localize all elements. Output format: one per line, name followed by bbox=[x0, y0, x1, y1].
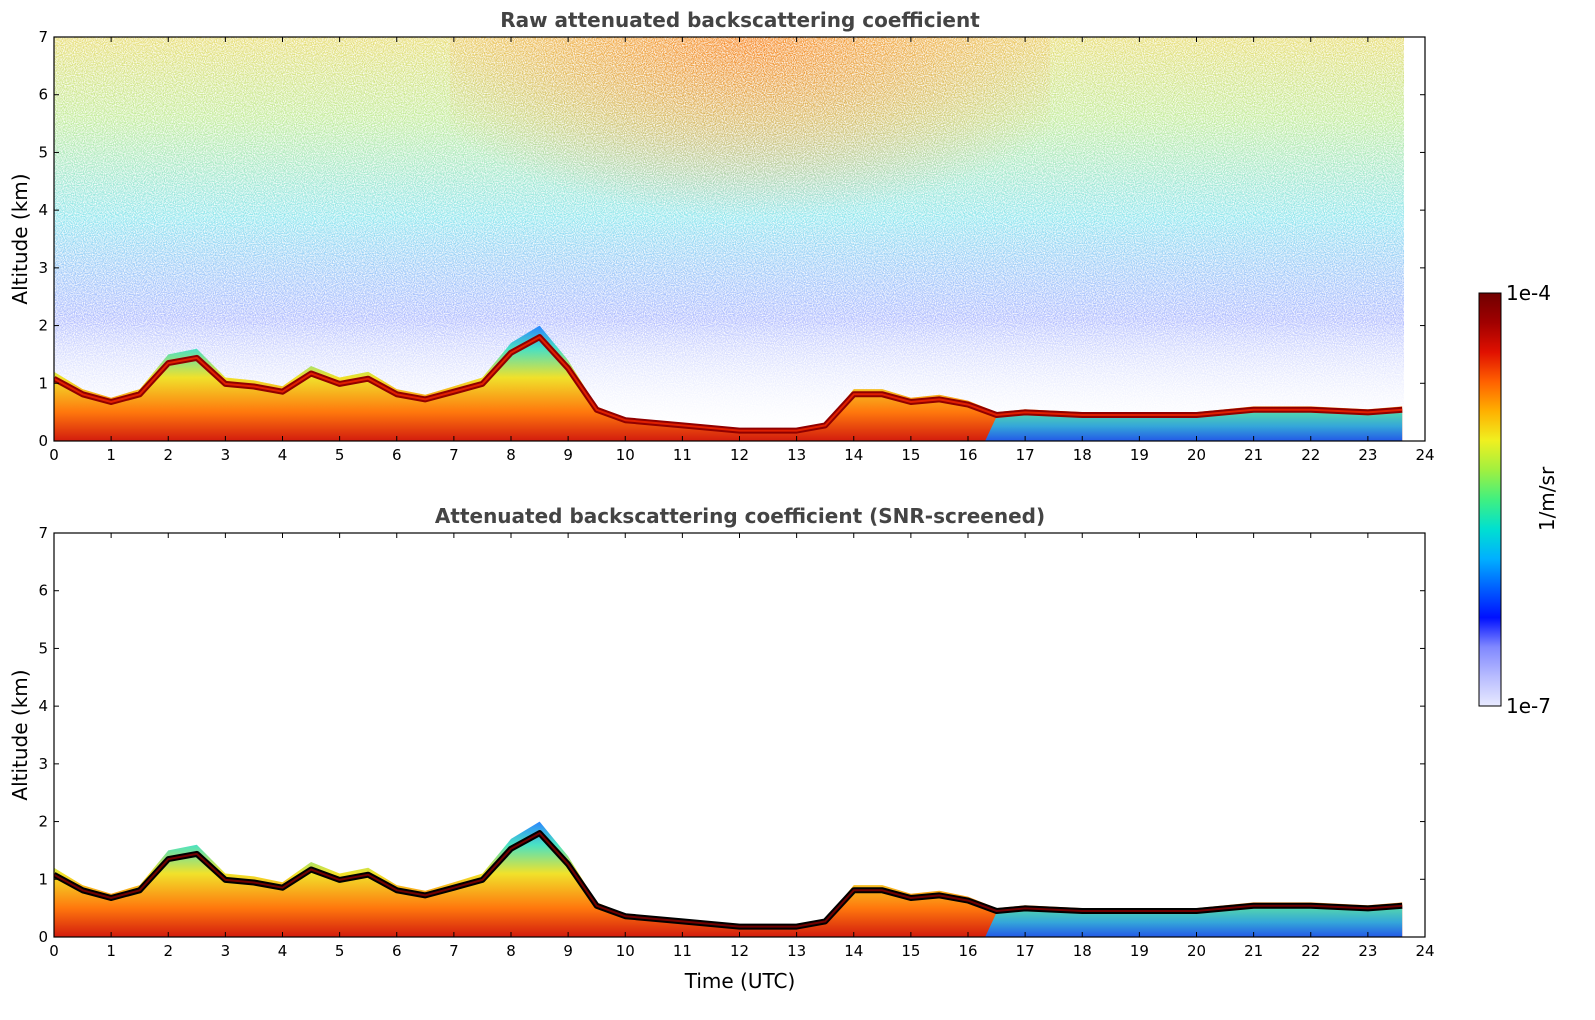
x-tick-label: 12 bbox=[730, 942, 749, 960]
y-tick-label: 0 bbox=[38, 432, 48, 450]
x-tick-label: 23 bbox=[1358, 446, 1377, 464]
y-tick-label: 7 bbox=[38, 28, 48, 46]
x-tick-label: 2 bbox=[163, 942, 173, 960]
x-tick-label: 19 bbox=[1130, 942, 1149, 960]
colorbar-gradient bbox=[1478, 292, 1502, 707]
x-tick-label: 13 bbox=[787, 942, 806, 960]
x-tick-label: 2 bbox=[163, 446, 173, 464]
x-tick-label: 6 bbox=[392, 942, 402, 960]
x-tick-label: 8 bbox=[506, 446, 516, 464]
raw-panel-title: Raw attenuated backscattering coefficien… bbox=[500, 8, 980, 32]
y-tick-label: 3 bbox=[38, 755, 48, 773]
xlabel: Time (UTC) bbox=[684, 969, 796, 993]
x-tick-label: 3 bbox=[221, 942, 231, 960]
y-tick-label: 3 bbox=[38, 259, 48, 277]
x-tick-label: 20 bbox=[1187, 446, 1206, 464]
x-tick-label: 1 bbox=[106, 446, 116, 464]
x-tick-label: 4 bbox=[278, 942, 288, 960]
x-tick-label: 18 bbox=[1073, 942, 1092, 960]
y-tick-label: 1 bbox=[38, 870, 48, 888]
raw-noise-texture bbox=[54, 37, 1404, 441]
x-tick-label: 18 bbox=[1073, 446, 1092, 464]
cloud-layer-core bbox=[54, 832, 1403, 928]
y-tick-label: 7 bbox=[38, 524, 48, 542]
screened-axes-frame bbox=[53, 532, 1426, 938]
x-tick-label: 13 bbox=[787, 446, 806, 464]
y-tick-label: 2 bbox=[38, 813, 48, 831]
x-tick-label: 16 bbox=[958, 942, 977, 960]
x-tick-label: 5 bbox=[335, 942, 345, 960]
x-tick-label: 16 bbox=[958, 446, 977, 464]
y-tick-label: 5 bbox=[38, 639, 48, 657]
x-tick-label: 0 bbox=[49, 942, 59, 960]
x-tick-label: 24 bbox=[1415, 942, 1434, 960]
x-tick-label: 17 bbox=[1016, 942, 1035, 960]
x-tick-label: 15 bbox=[901, 446, 920, 464]
x-tick-label: 11 bbox=[673, 942, 692, 960]
y-tick-label: 1 bbox=[38, 374, 48, 392]
x-tick-label: 9 bbox=[563, 942, 573, 960]
raw-ylabel: Altitude (km) bbox=[8, 173, 32, 304]
x-tick-label: 8 bbox=[506, 942, 516, 960]
x-tick-label: 1 bbox=[106, 942, 116, 960]
x-tick-label: 24 bbox=[1415, 446, 1434, 464]
x-tick-label: 22 bbox=[1301, 446, 1320, 464]
x-tick-label: 17 bbox=[1016, 446, 1035, 464]
x-tick-label: 10 bbox=[616, 942, 635, 960]
x-tick-label: 0 bbox=[49, 446, 59, 464]
low-aerosol-area bbox=[985, 907, 1403, 937]
low-aerosol-area bbox=[985, 411, 1403, 441]
x-tick-label: 23 bbox=[1358, 942, 1377, 960]
colorbar-unit-label: 1/m/sr bbox=[1535, 466, 1559, 531]
y-tick-label: 2 bbox=[38, 317, 48, 335]
y-tick-label: 5 bbox=[38, 143, 48, 161]
x-tick-label: 21 bbox=[1244, 446, 1263, 464]
x-tick-label: 11 bbox=[673, 446, 692, 464]
y-tick-label: 6 bbox=[38, 86, 48, 104]
y-tick-label: 4 bbox=[38, 697, 48, 715]
x-tick-label: 14 bbox=[844, 942, 863, 960]
colorbar-max-label: 1e-4 bbox=[1506, 281, 1551, 305]
raw-backscatter-panel: Raw attenuated backscattering coefficien… bbox=[8, 8, 1435, 464]
colorbar-min-label: 1e-7 bbox=[1506, 694, 1551, 718]
x-tick-label: 20 bbox=[1187, 942, 1206, 960]
colorbar: 1e-4 1e-7 1/m/sr bbox=[1478, 281, 1559, 718]
y-tick-label: 0 bbox=[38, 928, 48, 946]
y-tick-label: 4 bbox=[38, 201, 48, 219]
screened-backscatter-panel: Attenuated backscattering coefficient (S… bbox=[8, 504, 1435, 993]
x-tick-label: 10 bbox=[616, 446, 635, 464]
x-tick-label: 19 bbox=[1130, 446, 1149, 464]
x-tick-label: 15 bbox=[901, 942, 920, 960]
screened-ylabel: Altitude (km) bbox=[8, 669, 32, 800]
y-tick-label: 6 bbox=[38, 582, 48, 600]
x-tick-label: 12 bbox=[730, 446, 749, 464]
x-tick-label: 7 bbox=[449, 942, 459, 960]
x-tick-label: 3 bbox=[221, 446, 231, 464]
x-tick-label: 6 bbox=[392, 446, 402, 464]
x-tick-label: 7 bbox=[449, 446, 459, 464]
x-tick-label: 4 bbox=[278, 446, 288, 464]
x-tick-label: 9 bbox=[563, 446, 573, 464]
x-tick-label: 5 bbox=[335, 446, 345, 464]
cloud-layer-core bbox=[54, 336, 1403, 432]
x-tick-label: 22 bbox=[1301, 942, 1320, 960]
screened-panel-title: Attenuated backscattering coefficient (S… bbox=[435, 504, 1045, 528]
x-tick-label: 21 bbox=[1244, 942, 1263, 960]
x-tick-label: 14 bbox=[844, 446, 863, 464]
